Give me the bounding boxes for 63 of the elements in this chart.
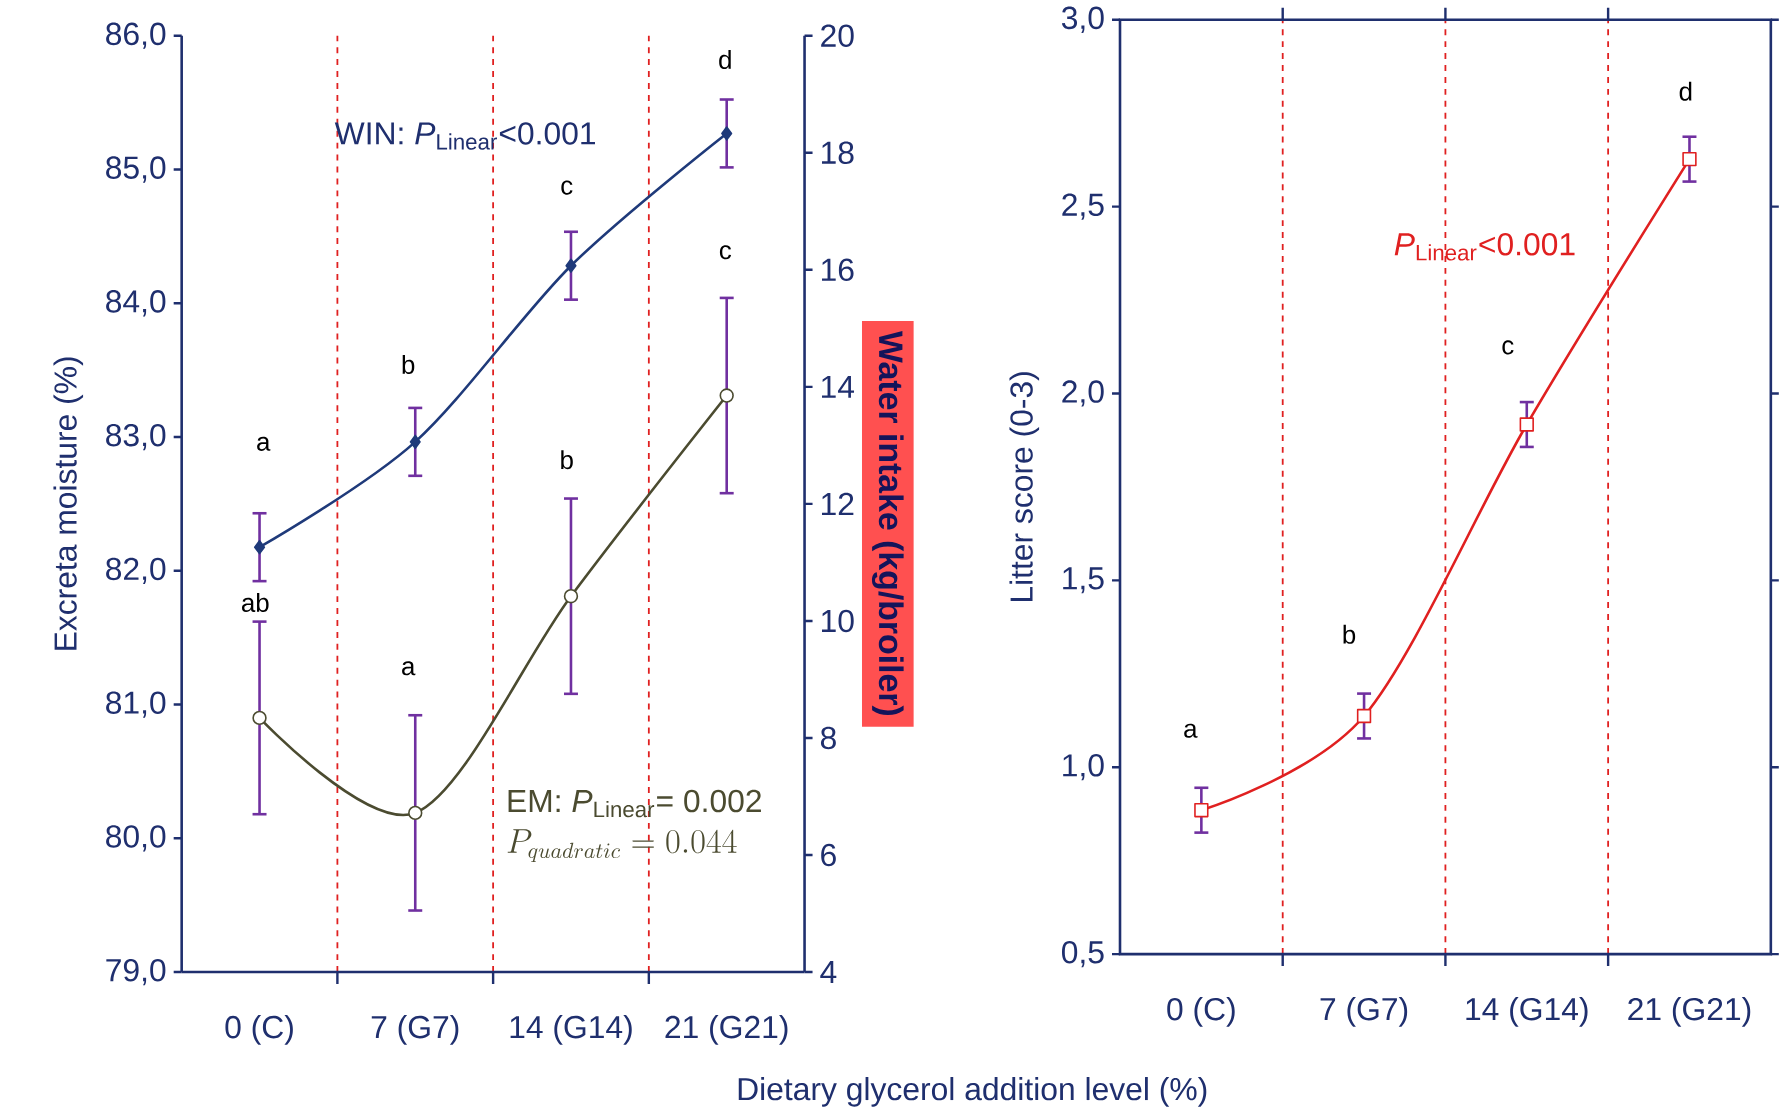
y-tick-label: 81,0 [106, 691, 166, 718]
x-tick-label: 0 (C) [225, 1014, 293, 1045]
annotation: a [257, 436, 271, 451]
annotation: c [719, 245, 732, 260]
y-axis-title: Litter score (0-3) [1009, 372, 1040, 601]
y-axis-title: Excreta moisture (%) [53, 357, 84, 650]
y2-tick-label: 12 [822, 492, 854, 515]
x-tick-label: 21 (G21) [665, 1014, 788, 1045]
x-tick-label: 14 (G14) [1466, 996, 1588, 1027]
point [1519, 417, 1534, 432]
y2-tick-label: 6 [821, 843, 836, 867]
x-tick-label: 21 (G21) [1628, 996, 1751, 1027]
y-tick-label: 79,0 [106, 958, 166, 986]
annotation: d [1679, 81, 1692, 101]
annotation: a [1184, 723, 1198, 738]
annotation: b [402, 354, 415, 374]
annotation: c [1502, 340, 1514, 355]
y2-tick-label: 4 [820, 960, 837, 983]
annotation: WIN: P$_{Linear}$<0.001 [334, 122, 595, 150]
annotation: ab [242, 592, 269, 612]
annotation: a [402, 661, 416, 676]
annotation: c [561, 180, 573, 195]
y-tick-label: 86,0 [106, 22, 166, 49]
y2-tick-label: 8 [820, 726, 836, 750]
y-tick-label: 3,0 [1061, 6, 1104, 33]
y2-tick-label: 20 [821, 24, 854, 47]
y-tick-label: 0,5 [1061, 940, 1104, 968]
y2-tick-label: 10 [822, 609, 854, 633]
y-tick-label: 84,0 [106, 289, 166, 317]
y2-tick-label: 16 [822, 258, 854, 281]
y2-axis-title: Water intake (kg/broiler) [871, 330, 904, 715]
y-tick-label: 1,0 [1063, 753, 1104, 781]
y-tick-label: 82,0 [106, 557, 166, 584]
point [1682, 151, 1697, 167]
point [1194, 802, 1209, 818]
annotation: $P_{quadratic} = 0.044$ [507, 829, 737, 862]
point [565, 258, 577, 273]
annotation: b [1343, 624, 1356, 644]
y-tick-label: 83,0 [106, 423, 166, 451]
y2-tick-label: 14 [822, 375, 855, 398]
y-tick-label: 2,5 [1062, 193, 1104, 220]
y-tick-label: 2,0 [1062, 380, 1104, 407]
y-tick-label: 80,0 [106, 825, 166, 852]
x-tick-label: 7 (G7) [371, 1014, 459, 1045]
point [408, 805, 423, 820]
point [721, 126, 733, 141]
annotation: P$_{Linear}$<0.001 [1394, 232, 1575, 261]
point [563, 588, 579, 604]
annotation: b [561, 450, 573, 470]
x-tick-label: 14 (G14) [510, 1014, 632, 1045]
point [1356, 708, 1372, 724]
x-tick-label: 0 (C) [1167, 996, 1235, 1027]
y2-tick-label: 18 [822, 141, 854, 164]
point [252, 710, 267, 725]
x-tick-label: 7 (G7) [1320, 996, 1408, 1027]
point [253, 539, 266, 555]
annotation: d [719, 49, 731, 69]
point [409, 434, 421, 449]
annotation: EM: P$_{Linear}$= 0.002 [508, 789, 761, 818]
y-tick-label: 1,5 [1063, 567, 1104, 594]
y-tick-label: 85,0 [106, 156, 166, 183]
x-axis-title: Dietary glycerol addition level (%) [738, 1076, 1207, 1107]
point [719, 388, 734, 403]
